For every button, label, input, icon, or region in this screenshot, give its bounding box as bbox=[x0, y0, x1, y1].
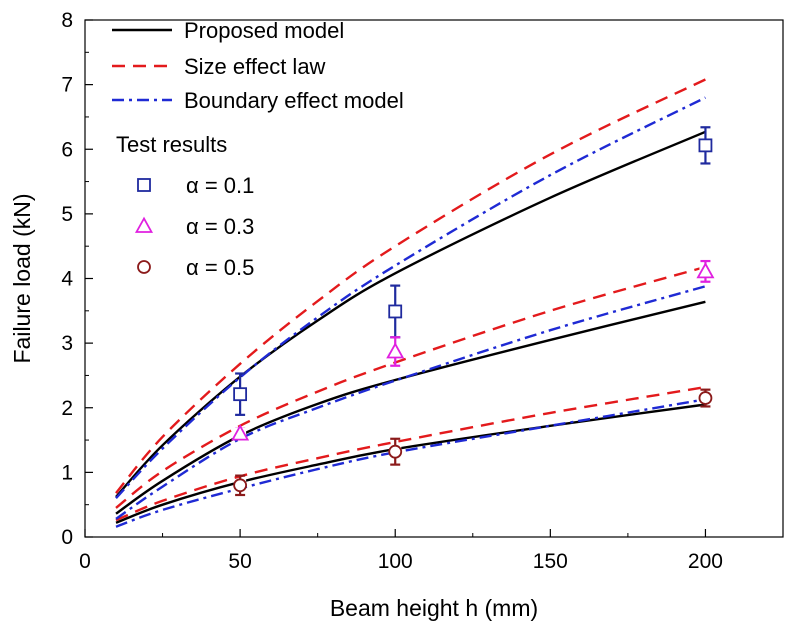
data-point-triangle bbox=[231, 424, 250, 441]
y-tick-label: 8 bbox=[61, 9, 73, 32]
curve-proposed-model-alpha-0-3 bbox=[115, 300, 706, 515]
y-tick-label: 3 bbox=[61, 332, 73, 355]
data-point-circle bbox=[233, 478, 248, 493]
data-point-circle bbox=[698, 391, 713, 405]
model-curves bbox=[115, 78, 706, 528]
y-tick-label: 2 bbox=[61, 397, 73, 420]
data-point-circle bbox=[388, 444, 403, 459]
legend-label-proposed-model: Proposed model bbox=[184, 18, 344, 43]
legend-section-title: Test results bbox=[116, 132, 227, 157]
legend: Proposed model Size effect law Boundary … bbox=[112, 18, 404, 280]
test-points bbox=[231, 126, 715, 497]
curve-boundary-effect-model-alpha-0-5 bbox=[115, 398, 706, 528]
y-axis-label: Failure load (kN) bbox=[9, 194, 35, 364]
curve-size-effect-law-alpha-0-5 bbox=[115, 385, 706, 522]
y-tick-label: 0 bbox=[61, 526, 73, 549]
legend-label-alpha-0-1: α = 0.1 bbox=[186, 173, 254, 198]
axis-ticks: 0 50 100 150 200 0 1 2 3 4 5 6 7 8 bbox=[61, 9, 784, 573]
x-tick-label: 50 bbox=[228, 550, 251, 573]
marker-bg bbox=[699, 139, 712, 152]
x-tick-label: 200 bbox=[688, 550, 723, 573]
x-tick-label: 150 bbox=[533, 550, 568, 573]
legend-marker-circle-shape bbox=[137, 260, 151, 274]
legend-marker-square bbox=[137, 178, 151, 192]
data-point-triangle bbox=[386, 342, 405, 359]
x-axis-label: Beam height h (mm) bbox=[330, 595, 538, 621]
legend-marker-circle bbox=[137, 260, 151, 274]
legend-marker-square-shape bbox=[137, 178, 151, 192]
marker-bg bbox=[234, 388, 247, 401]
curve-proposed-model-alpha-0-5 bbox=[115, 403, 706, 524]
marker-bg bbox=[699, 392, 712, 405]
data-point-triangle bbox=[696, 262, 715, 279]
marker-bg bbox=[389, 445, 402, 458]
x-tick-label: 0 bbox=[79, 550, 91, 573]
data-point-square bbox=[233, 387, 248, 402]
data-point-square bbox=[388, 304, 403, 319]
curve-proposed-model-alpha-0-1 bbox=[115, 130, 706, 498]
legend-marker-triangle bbox=[134, 216, 154, 233]
legend-label-boundary-effect-model: Boundary effect model bbox=[184, 88, 404, 113]
marker-bg bbox=[389, 305, 402, 318]
legend-label-alpha-0-5: α = 0.5 bbox=[186, 255, 254, 280]
x-tick-label: 100 bbox=[378, 550, 413, 573]
legend-label-size-effect-law: Size effect law bbox=[184, 54, 326, 79]
legend-label-alpha-0-3: α = 0.3 bbox=[186, 214, 254, 239]
y-tick-label: 5 bbox=[61, 203, 73, 226]
y-tick-label: 1 bbox=[61, 461, 73, 484]
curve-boundary-effect-model-alpha-0-1 bbox=[115, 96, 706, 500]
y-tick-label: 6 bbox=[61, 138, 73, 161]
data-point-square bbox=[698, 138, 713, 153]
curve-boundary-effect-model-alpha-0-3 bbox=[115, 285, 706, 520]
marker-bg bbox=[234, 479, 247, 492]
curve-size-effect-law-alpha-0-1 bbox=[115, 78, 706, 494]
curve-size-effect-law-alpha-0-3 bbox=[115, 265, 706, 509]
y-tick-label: 4 bbox=[61, 268, 73, 291]
y-tick-label: 7 bbox=[61, 74, 73, 97]
legend-marker-triangle-shape bbox=[134, 216, 154, 233]
